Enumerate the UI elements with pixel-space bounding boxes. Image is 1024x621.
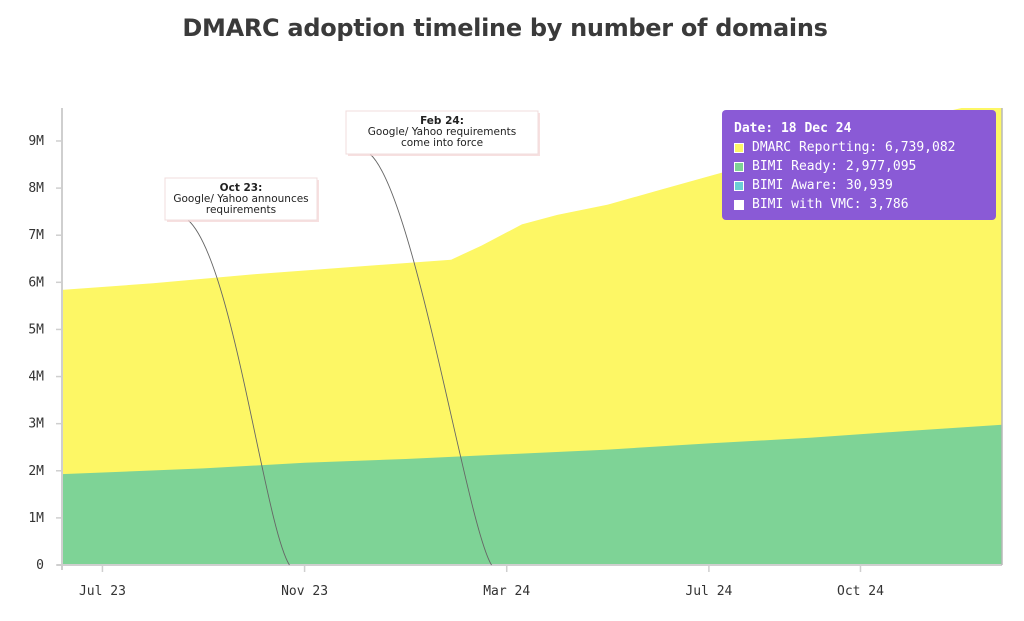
annotation-box [345,110,539,155]
annotation-callout: Oct 23:Google/ Yahoo announcesrequiremen… [164,177,319,566]
y-tick-label: 6M [28,275,44,290]
chart-title: DMARC adoption timeline by number of dom… [182,14,828,42]
tooltip-row-bimi-ready: BIMI Ready: 2,977,095 [734,157,984,176]
annotation-text: Google/ Yahoo announces [173,193,308,205]
annotation-leader-line [187,219,290,566]
x-tick-label: Mar 24 [483,584,530,599]
tooltip-row-bimi-vmc: BIMI with VMC: 3,786 [734,195,984,214]
x-tick-label: Oct 24 [837,584,884,599]
y-tick-label: 3M [28,417,44,432]
y-tick-label: 5M [28,322,44,337]
tooltip-row-label: BIMI Aware: 30,939 [752,178,893,193]
x-tick-label: Nov 23 [281,584,328,599]
tooltip-row-label: BIMI with VMC: 3,786 [752,197,909,212]
y-tick-label: 2M [28,464,44,479]
hover-tooltip: Date: 18 Dec 24 DMARC Reporting: 6,739,0… [722,110,996,220]
annotation-text: come into force [401,137,483,149]
tooltip-row-label: DMARC Reporting: 6,739,082 [752,140,956,155]
x-tick-label: Jul 23 [79,584,126,599]
bimi-aware-swatch-icon [734,180,744,191]
annotation-text: requirements [206,204,276,216]
annotation-title: Feb 24: [420,115,464,127]
bimi-ready-swatch-icon [734,161,744,172]
y-tick-label: 8M [28,181,44,196]
dmarc-swatch-icon [734,142,744,153]
annotation-title: Oct 23: [220,182,263,194]
y-tick-label: 9M [28,134,44,149]
annotation-box [164,177,318,221]
y-tick-label: 4M [28,370,44,385]
tooltip-row-dmarc: DMARC Reporting: 6,739,082 [734,138,984,157]
tooltip-row-bimi-aware: BIMI Aware: 30,939 [734,176,984,195]
bimi-ready-area[interactable] [62,424,1002,565]
tooltip-date: Date: 18 Dec 24 [734,121,852,136]
y-tick-label: 0 [36,558,44,573]
annotation-leader-line [369,153,492,566]
tooltip-row-label: BIMI Ready: 2,977,095 [752,159,917,174]
y-tick-label: 7M [28,228,44,243]
bimi-vmc-swatch-icon [734,199,744,210]
annotation-text: Google/ Yahoo requirements [368,126,516,138]
y-tick-label: 1M [28,511,44,526]
x-tick-label: Jul 24 [685,584,732,599]
